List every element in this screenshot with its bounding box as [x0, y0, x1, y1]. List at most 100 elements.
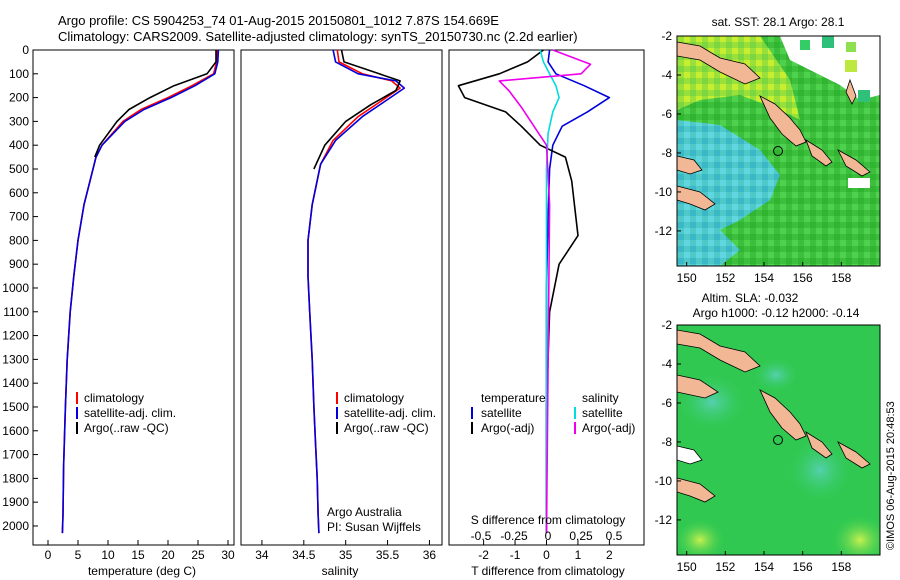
x-tick-label: 25 [191, 548, 205, 562]
depth-tick-label: 1600 [2, 424, 29, 438]
map-x-tick-label: 152 [715, 560, 735, 574]
annotation-argo-australia: Argo Australia [327, 505, 402, 519]
map-x-tick-label: 154 [754, 560, 774, 574]
map-y-tick-label: -4 [661, 68, 672, 82]
depth-tick-label: 1200 [2, 329, 29, 343]
map-y-tick-label: -6 [661, 396, 672, 410]
x-tick-label: -1 [510, 548, 521, 562]
legend-label-temp-satellite: satellite [481, 406, 522, 420]
sla-map-frame [676, 324, 881, 556]
map-y-tick-label: -8 [661, 435, 672, 449]
series-argo-raw-qc- [94, 50, 217, 158]
sst-argo-location-marker [773, 146, 783, 156]
top-tick-label: 0.25 [569, 529, 593, 543]
depth-tick-label: 1800 [2, 471, 29, 485]
imos-timestamp-label: ©IMOS 06-Aug-2015 20:48:53 [885, 401, 897, 550]
legend-label-climatology: climatology [344, 391, 404, 405]
depth-tick-label: 1000 [2, 281, 29, 295]
depth-tick-label: 300 [9, 114, 29, 128]
difference-legend: temperature salinity satellite Argo(-adj… [471, 391, 635, 435]
x-tick-label: 36 [423, 548, 437, 562]
map-x-tick-label: 150 [677, 560, 697, 574]
legend-title-temperature: temperature [481, 391, 546, 405]
x-tick-label: 0 [45, 548, 52, 562]
salinity-xlabel: salinity [322, 564, 359, 578]
temperature-legend: climatology satellite-adj. clim. Argo(..… [76, 391, 176, 435]
difference-top-label: S difference from climatology [471, 513, 626, 527]
legend-label-sal-satellite: satellite [582, 406, 623, 420]
legend-label-satellite: satellite-adj. clim. [84, 406, 176, 420]
depth-tick-label: 600 [9, 186, 29, 200]
depth-tick-label: 1500 [2, 400, 29, 414]
map-x-tick-label: 154 [754, 271, 774, 285]
sst-map-frame [676, 35, 881, 267]
map-y-tick-label: -8 [661, 146, 672, 160]
sla-map [677, 325, 880, 555]
depth-axis: 0 100 200 300 400 500 600 700 800 900 1000 1100 1200… [2, 43, 38, 533]
legend-label-argo: Argo(..raw -QC) [344, 421, 429, 435]
map-y-tick-label: -10 [655, 185, 673, 199]
sst-map-title: sat. SST: 28.1 Argo: 28.1 [712, 15, 845, 29]
map-x-tick-label: 152 [715, 271, 735, 285]
x-tick-label: 35.5 [376, 548, 400, 562]
depth-tick-label: 800 [9, 233, 29, 247]
series-climatology [307, 49, 401, 534]
top-tick-label: 0.5 [606, 529, 623, 543]
depth-tick-label: 200 [9, 91, 29, 105]
x-tick-label: 5 [75, 548, 82, 562]
sst-map [677, 36, 880, 266]
difference-x-axis: -2 -1 0 1 2 [478, 540, 613, 562]
x-tick-label: 0 [543, 548, 550, 562]
map-x-tick-label: 156 [793, 271, 813, 285]
sla-argo-location-marker [773, 435, 783, 445]
map-y-tick-label: -4 [661, 357, 672, 371]
map-y-tick-label: -2 [661, 318, 672, 332]
series-temperature-satellite [545, 49, 611, 534]
depth-tick-label: 1100 [3, 305, 29, 319]
series-satellite-adj-clim- [307, 49, 406, 534]
depth-tick-label: 500 [9, 162, 29, 176]
difference-series-group [457, 49, 611, 534]
map-x-tick-label: 156 [793, 560, 813, 574]
temperature-xlabel: temperature (deg C) [88, 564, 196, 578]
legend-title-salinity: salinity [582, 391, 619, 405]
map-x-tick-label: 158 [831, 560, 851, 574]
depth-tick-label: 400 [9, 138, 29, 152]
depth-tick-label: 1300 [2, 352, 29, 366]
difference-top-axis: -0.5 -0.25 0 0.25 0.5 [471, 529, 623, 543]
depth-tick-label: 1700 [2, 448, 29, 462]
series-temperature-argo-adj- [457, 49, 579, 534]
depth-tick-label: 900 [9, 257, 29, 271]
sla-map-y-axis: -2 -4 -6 -8 -10 -12 [655, 318, 681, 527]
sla-map-subtitle: Argo h1000: -0.12 h2000: -0.14 [693, 306, 860, 320]
salinity-series-group [307, 49, 406, 534]
map-y-tick-label: -12 [655, 224, 673, 238]
x-tick-label: 34.5 [292, 548, 316, 562]
difference-xlabel: T difference from climatology [471, 564, 625, 578]
title-line-2: Climatology: CARS2009. Satellite-adjuste… [58, 29, 578, 44]
depth-tick-label: 1900 [2, 495, 29, 509]
legend-label-argo: Argo(..raw -QC) [84, 421, 169, 435]
x-tick-label: 2 [606, 548, 613, 562]
x-tick-label: 30 [221, 548, 235, 562]
sla-map-x-axis: 150 152 154 156 158 [677, 551, 852, 574]
salinity-plot-frame [240, 49, 443, 546]
depth-tick-label: 0 [22, 43, 29, 57]
x-tick-label: 10 [101, 548, 115, 562]
x-tick-label: 1 [575, 548, 582, 562]
depth-tick-label: 700 [9, 210, 29, 224]
temperature-series-group [61, 49, 220, 534]
x-tick-label: 34 [255, 548, 269, 562]
map-y-tick-label: -6 [661, 107, 672, 121]
series-argo-raw-qc- [313, 49, 401, 170]
top-tick-label: -0.5 [471, 529, 492, 543]
temperature-x-axis: 0 5 10 15 20 25 30 [45, 540, 235, 562]
legend-label-sal-argo: Argo(-adj) [582, 421, 635, 435]
legend-label-temp-argo: Argo(-adj) [481, 421, 534, 435]
annotation-pi: PI: Susan Wijffels [327, 520, 421, 534]
sst-map-x-axis: 150 152 154 156 158 [677, 262, 852, 285]
sst-map-y-axis: -2 -4 -6 -8 -10 -12 [655, 29, 681, 238]
depth-tick-label: 1400 [2, 376, 29, 390]
map-x-tick-label: 150 [677, 271, 697, 285]
